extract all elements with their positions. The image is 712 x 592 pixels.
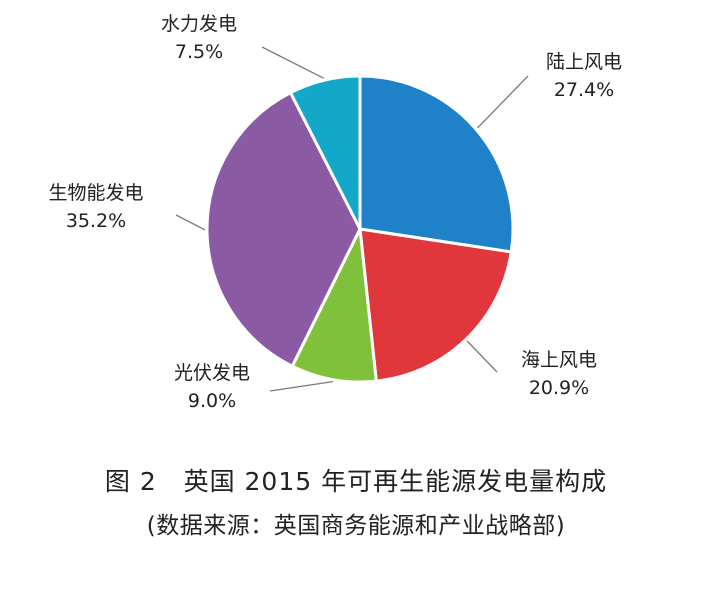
caption-gap (157, 467, 184, 496)
figure-label: 图 2 (104, 467, 157, 496)
figure-title: 英国 2015 年可再生能源发电量构成 (183, 467, 608, 496)
leader-lines (175, 46, 529, 392)
slice-label-solar-pv: 光伏发电 (174, 362, 250, 384)
slice-value-hydro: 7.5% (175, 41, 223, 63)
slice-value-onshore-wind: 27.4% (554, 79, 614, 101)
slice-label-hydro: 水力发电 (161, 13, 237, 35)
slice-label-bioenergy: 生物能发电 (48, 182, 143, 204)
data-source: (数据来源：英国商务能源和产业战略部) (146, 513, 566, 539)
pie-slice-bioenergy (205, 91, 362, 368)
slice-value-bioenergy: 35.2% (66, 210, 126, 232)
leader-line-hydro (261, 46, 325, 79)
leader-line-onshore-wind (477, 75, 529, 129)
pie-slices (205, 74, 515, 384)
slice-label-offshore-wind: 海上风电 (521, 349, 597, 371)
slice-value-solar-pv: 9.0% (188, 390, 236, 412)
pie-slice-onshore-wind (358, 74, 515, 254)
figure-caption: 图 2 英国 2015 年可再生能源发电量构成 (0, 462, 712, 498)
slice-label-onshore-wind: 陆上风电 (546, 51, 622, 73)
pie-slice-hydro (289, 74, 362, 231)
slice-labels: 陆上风电 27.4% 海上风电 20.9% 光伏发电 9.0% 生物能发电 35.2% 水力发电… (48, 13, 622, 412)
pie-slice-offshore-wind (358, 227, 513, 383)
pie-slice-solar-pv (290, 227, 378, 384)
leader-line-offshore-wind (466, 340, 498, 373)
pie-chart: 陆上风电 27.4% 海上风电 20.9% 光伏发电 9.0% 生物能发电 35.2% 水力发电… (48, 13, 622, 412)
leader-line-solar-pv (269, 380, 333, 392)
slice-value-offshore-wind: 20.9% (529, 377, 589, 399)
leader-line-bioenergy (175, 214, 206, 231)
